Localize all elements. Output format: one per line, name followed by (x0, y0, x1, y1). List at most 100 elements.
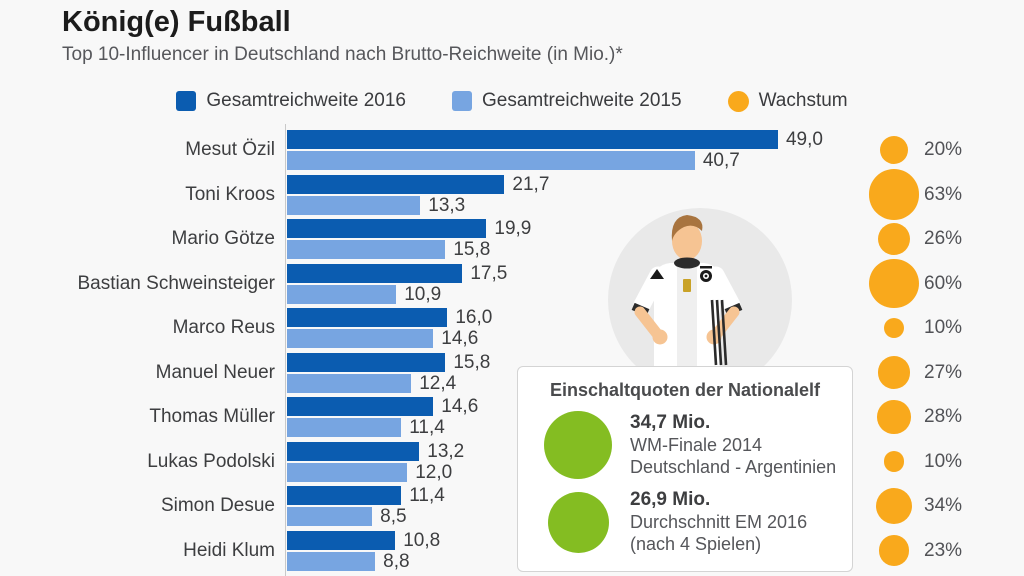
legend-swatch-2016 (176, 91, 197, 111)
growth-circle (869, 258, 919, 309)
bar-2016 (287, 352, 446, 372)
legend-label-2016: Gesamtreichweite 2016 (206, 90, 406, 111)
legend-swatch-growth (727, 90, 749, 112)
chart-row: Mesut Özil 49,0 40,7 20% (0, 130, 1024, 171)
value-2016: 16,0 (455, 307, 493, 328)
growth-circle (877, 356, 911, 389)
bar-2015 (287, 151, 695, 170)
value-2016: 15,8 (453, 351, 491, 373)
value-2016: 21,7 (512, 173, 550, 195)
chart-row: Toni Kroos 21,7 13,3 63% (0, 169, 1024, 220)
ratings-infobox: Einschaltquoten der Nationalelf 34,7 Mio… (517, 366, 853, 572)
growth-percent: 60% (924, 272, 963, 294)
player-name: Bastian Schweinsteiger (77, 272, 276, 294)
value-2016: 11,4 (409, 485, 445, 506)
growth-percent: 23% (924, 539, 963, 561)
bar-2015 (287, 551, 376, 571)
growth-circle (883, 451, 904, 472)
chart-row: Heidi Klum 10,8 8,8 23% (0, 529, 1024, 572)
legend-item-2016: Gesamtreichweite 2016 (176, 90, 406, 112)
value-2015: 13,3 (428, 194, 466, 216)
chart-row: Mario Götze 19,9 15,8 26% (0, 218, 1024, 260)
growth-percent: 20% (924, 139, 963, 160)
player-name: Lukas Podolski (147, 450, 275, 472)
infobox-title: Einschaltquoten der Nationalelf (549, 380, 821, 400)
bar-2015 (287, 462, 408, 482)
viewers-line: Durchschnitt EM 2016 (630, 512, 808, 532)
value-2015: 15,8 (453, 239, 491, 260)
value-2015: 8,5 (380, 506, 407, 527)
bar-2015 (287, 284, 397, 304)
legend-swatch-2015 (451, 91, 472, 111)
chart-row: Lukas Podolski 13,2 12,0 10% (0, 440, 1024, 483)
legend: Gesamtreichweite 2016 Gesamtreichweite 2… (18, 88, 1006, 114)
viewers-value: 34,7 Mio. (630, 412, 711, 433)
value-2015: 14,6 (441, 328, 479, 349)
player-name: Thomas Müller (149, 406, 275, 427)
value-2016: 10,8 (403, 529, 441, 551)
bar-2016 (287, 219, 487, 238)
growth-circle (877, 222, 911, 256)
value-2015: 40,7 (702, 150, 740, 171)
legend-label-growth: Wachstum (758, 90, 848, 111)
growth-percent: 10% (924, 317, 963, 338)
chart-row: Thomas Müller 14,6 11,4 28% (0, 396, 1024, 438)
player-name: Simon Desue (160, 495, 275, 516)
value-2015: 12,0 (415, 461, 453, 483)
bar-2016 (287, 397, 434, 416)
player-hair (671, 215, 703, 241)
bar-2015 (287, 195, 421, 215)
bar-2016 (287, 263, 463, 283)
value-2015: 10,9 (404, 283, 442, 305)
bar-2016 (287, 174, 505, 194)
chart-row: Marco Reus 16,0 14,6 10% (0, 307, 1024, 349)
bar-2016 (287, 441, 420, 461)
chart-axis-line (285, 124, 286, 576)
growth-percent: 10% (924, 450, 963, 472)
growth-percent: 63% (924, 183, 963, 205)
bar-2016 (287, 308, 448, 327)
growth-percent: 27% (924, 361, 963, 383)
player-name: Heidi Klum (183, 539, 275, 561)
value-2016: 17,5 (470, 262, 508, 284)
value-2016: 19,9 (494, 218, 532, 239)
chart-row: Simon Desue 11,4 8,5 34% (0, 485, 1024, 527)
player-illustration (608, 208, 792, 392)
chart-row: Bastian Schweinsteiger 17,5 10,9 60% (0, 258, 1024, 309)
bar-2015 (287, 240, 446, 259)
chart-row: Manuel Neuer 15,8 12,4 27% (0, 351, 1024, 394)
viewers-circle-icon (547, 491, 609, 553)
bar-2015 (287, 418, 402, 437)
viewers-line: Deutschland - Argentinien (630, 457, 837, 477)
legend-item-2015: Gesamtreichweite 2015 (451, 90, 682, 112)
growth-percent: 34% (924, 495, 963, 516)
value-2015: 12,4 (419, 372, 457, 394)
value-2015: 11,4 (409, 417, 445, 438)
growth-percent: 28% (924, 406, 963, 427)
viewers-line: WM-Finale 2014 (630, 435, 763, 455)
legend-item-growth: Wachstum (727, 90, 848, 112)
growth-circle (868, 169, 920, 220)
value-2015: 8,8 (383, 550, 410, 572)
bar-2016 (287, 130, 778, 149)
bar-2015 (287, 373, 412, 393)
viewers-value: 26,9 Mio. (630, 489, 711, 510)
bar-2016 (287, 486, 402, 505)
growth-percent: 26% (924, 228, 963, 249)
viewers-circle-icon (544, 411, 612, 479)
infobox-item: 26,9 Mio. Durchschnitt EM 2016 (nach 4 S… (532, 489, 838, 555)
viewers-line: (nach 4 Spielen) (630, 534, 762, 554)
growth-circle (879, 135, 909, 165)
player-name: Marco Reus (172, 317, 275, 338)
value-2016: 14,6 (441, 396, 479, 417)
page-subtitle: Top 10-Influencer in Deutschland nach Br… (62, 44, 623, 65)
growth-circle (878, 535, 910, 566)
growth-circle (883, 317, 904, 338)
page-title: König(e) Fußball (62, 6, 291, 38)
bar-2015 (287, 507, 373, 526)
value-2016: 13,2 (427, 440, 465, 462)
growth-circle (877, 400, 911, 434)
player-name: Manuel Neuer (155, 361, 275, 383)
